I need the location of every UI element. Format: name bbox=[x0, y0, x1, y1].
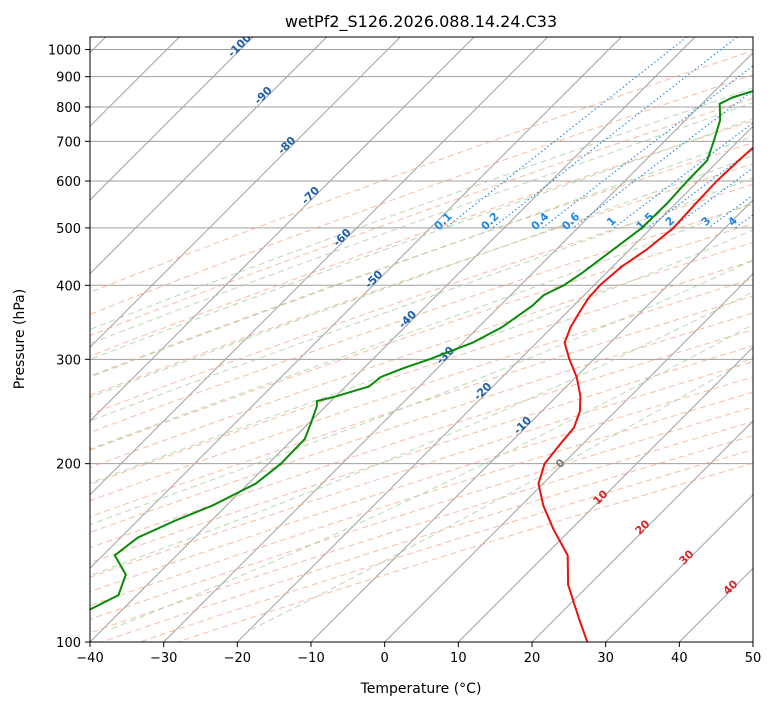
x-tick-label: 50 bbox=[745, 651, 762, 666]
dry-adiabat-line bbox=[90, 74, 753, 315]
x-tick-label: −10 bbox=[297, 651, 324, 666]
isotherm-line bbox=[90, 37, 696, 642]
chart-title: wetPf2_S126.2026.088.14.24.C33 bbox=[285, 12, 557, 32]
y-axis-label: Pressure (hPa) bbox=[12, 289, 28, 389]
plot-frame bbox=[89, 36, 754, 643]
moist-adiabat-line bbox=[90, 177, 753, 422]
dry-adiabat-line bbox=[90, 406, 753, 620]
x-tick-label: 40 bbox=[671, 651, 688, 666]
y-tick-label: 900 bbox=[56, 71, 81, 86]
dry-adiabat-line bbox=[90, 391, 753, 607]
isotherm-line bbox=[531, 420, 753, 642]
x-tick-label: 0 bbox=[381, 651, 389, 666]
line-labels: 0.10.20.40.611.52346810131620253036-100-… bbox=[225, 37, 741, 598]
y-tick-label: 300 bbox=[56, 353, 81, 368]
isotherm-line bbox=[384, 272, 753, 642]
sounding-profiles bbox=[90, 90, 753, 642]
isotherm-line bbox=[90, 37, 475, 422]
dry-adiabat-line bbox=[90, 142, 753, 377]
temperature-profile-line bbox=[537, 146, 753, 642]
mixing-ratio-line bbox=[542, 65, 753, 229]
isotherm-line bbox=[90, 37, 254, 201]
isotherm-line bbox=[90, 37, 549, 496]
y-tick-label: 600 bbox=[56, 175, 81, 190]
y-tick-label: 400 bbox=[56, 279, 81, 294]
moist-adiabat-line bbox=[90, 229, 753, 484]
isotherm-line bbox=[90, 37, 401, 349]
x-tick-label: 30 bbox=[597, 651, 614, 666]
moist-adiabat-line bbox=[90, 291, 753, 577]
dry-adiabat-line bbox=[90, 50, 753, 293]
dry-adiabat-line bbox=[90, 376, 753, 593]
isotherm-line bbox=[90, 37, 328, 275]
y-tick-label: 1000 bbox=[48, 44, 81, 59]
mixing-ratio-line bbox=[672, 167, 753, 229]
moist-adiabat-line bbox=[90, 87, 753, 330]
dry-adiabat-line bbox=[90, 203, 753, 433]
mixing-ratio-line bbox=[492, 37, 738, 229]
isotherm-line bbox=[90, 37, 622, 570]
y-tick-label: 500 bbox=[56, 222, 81, 237]
x-tick-label: −20 bbox=[224, 651, 251, 666]
x-tick-label: 10 bbox=[450, 651, 467, 666]
moist-adiabat-line bbox=[90, 155, 753, 398]
x-tick-label: −30 bbox=[150, 651, 177, 666]
dry-adiabat-line bbox=[90, 163, 753, 396]
isotherm-line bbox=[163, 51, 753, 642]
x-tick-label: −40 bbox=[76, 651, 103, 666]
moist-adiabat-line bbox=[109, 323, 753, 630]
moist-adiabat-line bbox=[90, 201, 753, 450]
x-axis-label: Temperature (°C) bbox=[360, 681, 482, 697]
y-tick-label: 700 bbox=[56, 135, 81, 150]
axes: −40 −30 −20 −10 0 10 20 30 40 50 100 200 300 400 500 60… bbox=[48, 44, 761, 666]
dry-adiabat-line bbox=[90, 361, 753, 578]
isotherm-line bbox=[310, 199, 753, 642]
y-tick-label: 800 bbox=[56, 101, 81, 116]
dry-adiabat-line bbox=[90, 183, 753, 415]
dry-adiabat-line bbox=[90, 329, 753, 549]
isotherm-line bbox=[236, 125, 753, 642]
x-tick-label: 20 bbox=[524, 651, 541, 666]
y-tick-label: 200 bbox=[56, 458, 81, 473]
isotherm-line bbox=[605, 493, 753, 642]
plot-background-lines bbox=[90, 37, 753, 642]
dry-adiabat-line bbox=[90, 345, 753, 564]
y-tick-label: 100 bbox=[56, 636, 81, 651]
dewpoint-profile-line bbox=[90, 90, 753, 611]
